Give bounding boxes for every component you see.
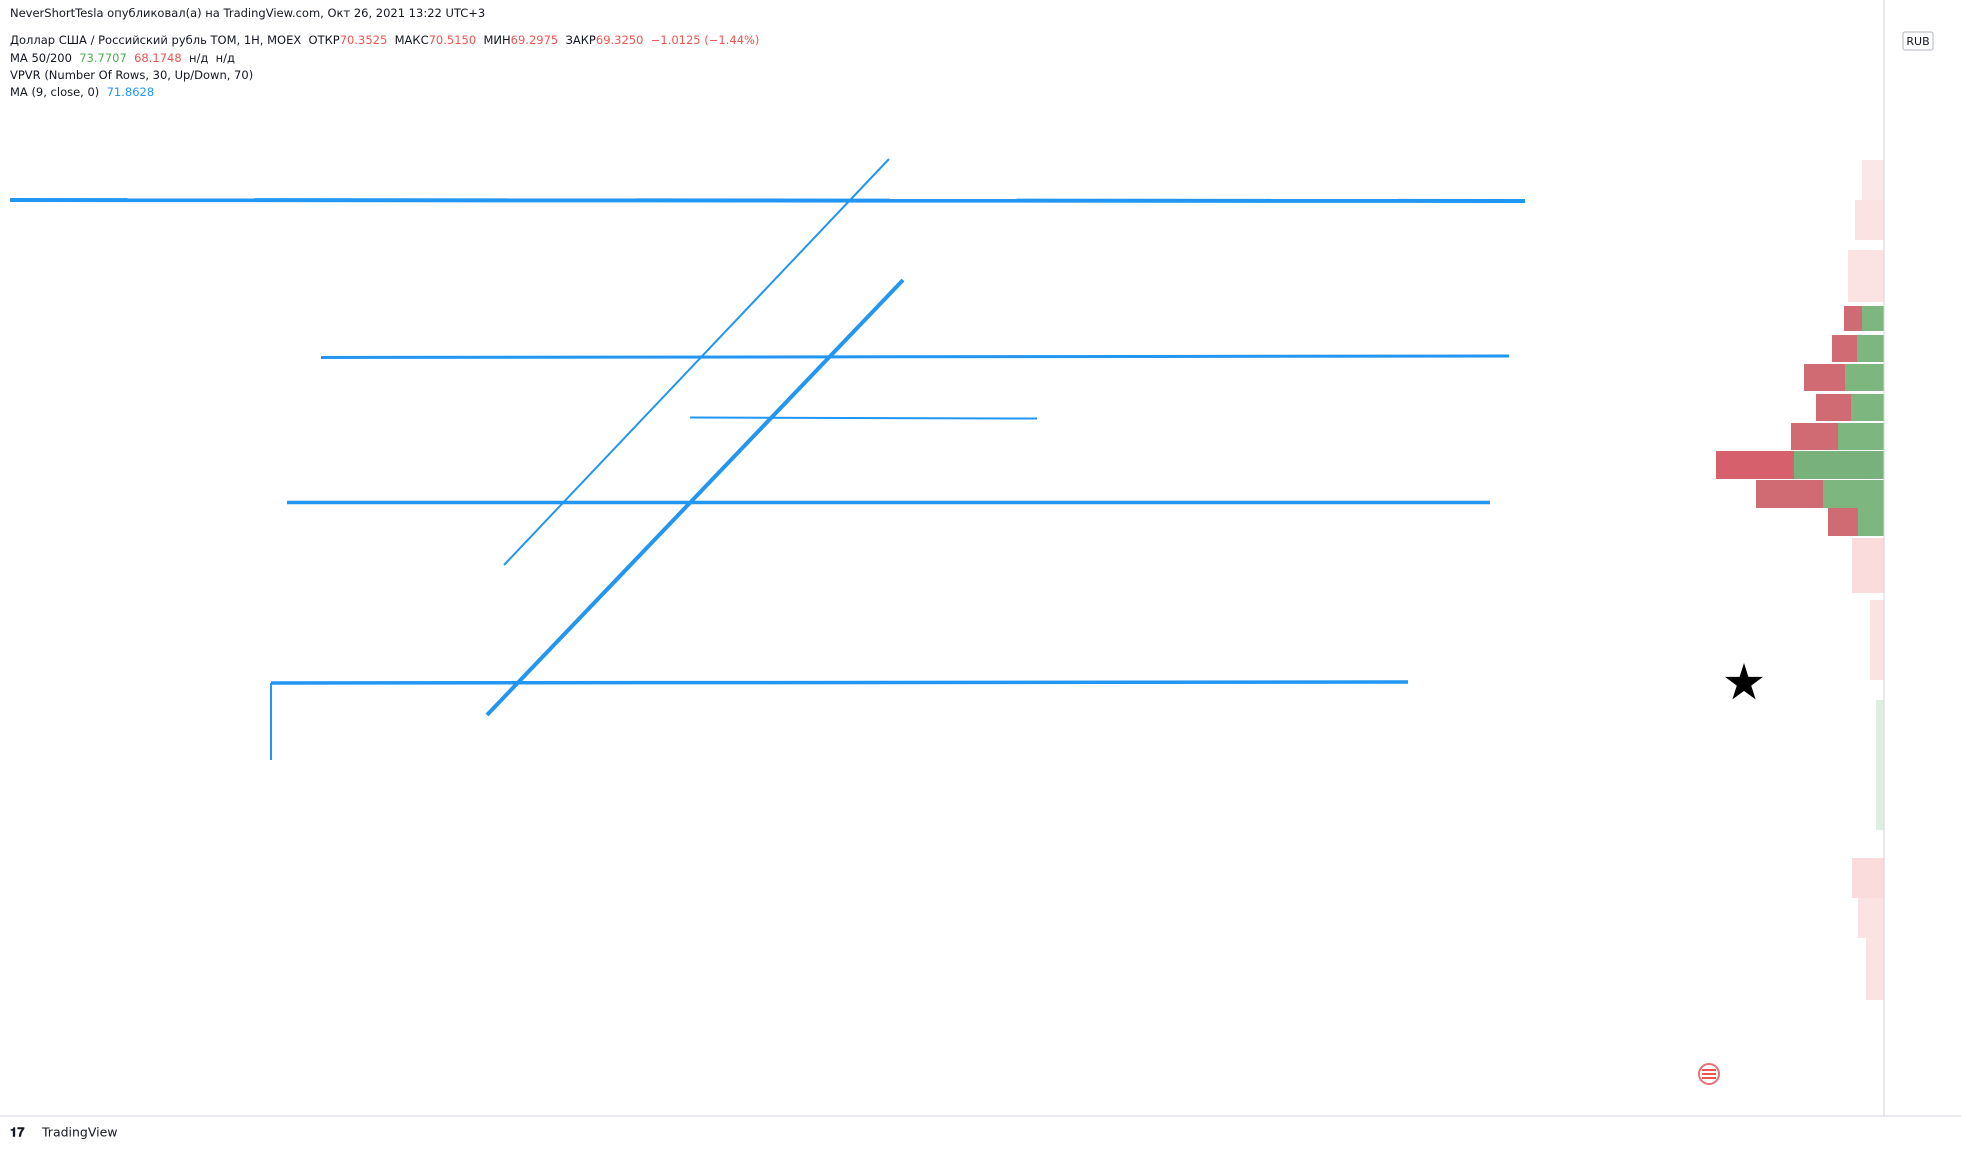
change: −1.0125 (−1.44%) [650, 33, 760, 47]
trend-line [689, 416, 1038, 420]
trend-line [9, 198, 1526, 203]
legend-ma: MA 50/200 73.7707 68.1748 н/д н/д [10, 51, 235, 65]
drawings [9, 158, 1526, 760]
o: 70.3525 [339, 33, 388, 47]
volume-profile [1716, 160, 1884, 1000]
currency-box [1902, 31, 1934, 51]
vp-row [1828, 508, 1858, 536]
vp-row [1816, 394, 1851, 421]
vp-row [1794, 451, 1884, 479]
ma50: 73.7707 [79, 51, 127, 65]
ma9: 71.8628 [106, 85, 155, 99]
trend-line [320, 354, 1510, 359]
brand: TradingView [41, 1125, 118, 1140]
vp-row [1845, 364, 1884, 391]
l-label: МИН [483, 33, 511, 47]
vp-row [1870, 600, 1884, 680]
vp-row [1857, 335, 1884, 362]
h: 70.5150 [428, 33, 477, 47]
ma9-name: MA (9, close, 0) [10, 85, 100, 99]
na: н/д [188, 51, 209, 65]
vp-row [1791, 423, 1838, 450]
vp-row [1848, 250, 1884, 302]
vp-row [1862, 306, 1884, 331]
vp-row [1716, 451, 1794, 479]
trend-line [270, 680, 1409, 685]
flag-icon [1698, 1063, 1720, 1085]
vp-row [1844, 306, 1862, 331]
author-line: NeverShortTesla опубликовал(а) на Tradin… [10, 6, 486, 20]
legend-symbol: Доллар США / Российский рубль TOM, 1Н, M… [10, 33, 759, 47]
vp-row [1858, 898, 1884, 938]
vp-row [1756, 480, 1823, 508]
brand-logo: 𝟏𝟕 [10, 1126, 25, 1141]
legend-ma9: MA (9, close, 0) 71.8628 [10, 85, 154, 99]
vp-row [1832, 335, 1857, 362]
vp-row [1838, 423, 1884, 450]
symbol: Доллар США / Российский рубль TOM, 1Н, M… [10, 33, 302, 47]
vp-row [1855, 200, 1884, 240]
h-label: МАКС [394, 33, 429, 47]
c-label: ЗАКР [565, 33, 596, 47]
vp-row [1858, 508, 1884, 536]
vp-row [1862, 160, 1884, 200]
vp-row [1851, 394, 1884, 421]
ma200: 68.1748 [134, 51, 182, 65]
na: н/д [215, 51, 235, 65]
vp-row [1866, 938, 1884, 1000]
vp-row [1804, 364, 1845, 391]
vp-row [1876, 700, 1884, 830]
l: 69.2975 [510, 33, 559, 47]
trend-line [485, 278, 905, 717]
vp-row [1852, 858, 1884, 898]
o-label: ОТКР [308, 33, 340, 47]
star [1725, 663, 1763, 700]
vp-row [1852, 538, 1884, 593]
c: 69.3250 [595, 33, 644, 47]
legend-vpvr: VPVR (Number Of Rows, 30, Up/Down, 70) [10, 68, 254, 82]
trend-line [503, 158, 890, 566]
currency: RUB [1906, 35, 1929, 48]
vp-row [1823, 480, 1884, 508]
ma-name: MA 50/200 [10, 51, 72, 65]
